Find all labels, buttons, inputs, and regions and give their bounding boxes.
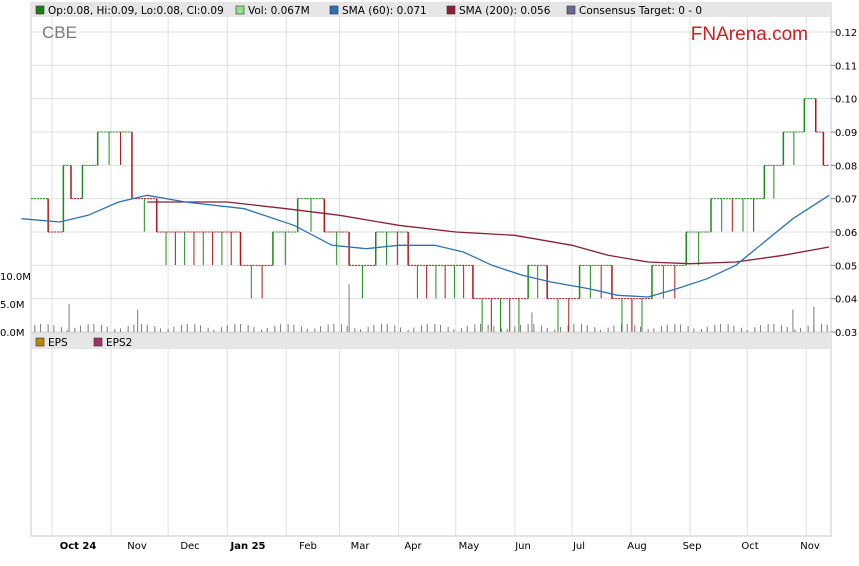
price-tick-label: 0.03 — [835, 328, 857, 339]
legend-bottom: EPS EPS2 — [35, 337, 132, 349]
price-layer — [31, 98, 830, 332]
x-tick-label: Mar — [351, 541, 371, 552]
volume-tick-label: 10.0M — [0, 272, 31, 283]
sma200-line — [147, 201, 830, 265]
x-tick-label: Sep — [683, 541, 702, 552]
legend-label: Vol: 0.067M — [248, 5, 310, 17]
x-tick-label: Feb — [299, 541, 317, 552]
price-axis: 0.03 0.04 0.05 0.06 0.07 0.08 0.09 0.10 0.11 0.12 — [831, 28, 857, 339]
x-tick-label: Oct 24 — [60, 541, 97, 552]
legend-label: SMA (60): 0.071 — [342, 5, 427, 17]
legend-label: EPS2 — [106, 337, 132, 349]
volume-axis: 0.0M 5.0M 10.0M — [0, 272, 31, 339]
x-tick-label: Oct — [741, 541, 758, 552]
legend-swatch — [93, 337, 103, 347]
price-tick-label: 0.10 — [835, 95, 857, 106]
ticker-label: CBE — [42, 23, 77, 42]
legend-label: SMA (200): 0.056 — [459, 5, 551, 17]
legend-swatch — [35, 337, 45, 347]
x-tick-label: Jan 25 — [230, 541, 266, 552]
x-axis: Oct 24 Nov Dec Jan 25 Feb Mar Apr May Jun Jul Aug S… — [60, 541, 820, 552]
x-tick-label: Nov — [127, 541, 147, 552]
price-tick-label: 0.05 — [835, 261, 857, 272]
legend-label: EPS — [48, 337, 68, 349]
legend-swatch — [446, 5, 456, 15]
x-tick-label: Aug — [627, 541, 647, 552]
legend-swatch — [235, 5, 245, 15]
legend-swatch — [566, 5, 576, 15]
legend-label: Consensus Target: 0 - 0 — [579, 5, 702, 17]
volume-tick-label: 0.0M — [0, 328, 25, 339]
price-tick-label: 0.12 — [835, 28, 857, 39]
eps-grid — [51, 349, 807, 536]
price-tick-label: 0.07 — [835, 195, 857, 206]
x-tick-label: Jun — [514, 541, 531, 552]
volume-tick-label: 5.0M — [0, 300, 25, 311]
legend-bar-bottom — [31, 335, 831, 349]
price-tick-label: 0.08 — [835, 161, 857, 172]
x-tick-label: Nov — [800, 541, 820, 552]
price-panel — [30, 2, 832, 334]
eps-panel — [30, 334, 832, 537]
legend-swatch — [329, 5, 339, 15]
x-tick-label: Apr — [404, 541, 422, 552]
volume-layer — [34, 284, 828, 332]
sma60-line — [21, 194, 830, 298]
price-tick-label: 0.11 — [835, 61, 857, 72]
price-tick-label: 0.09 — [835, 128, 857, 139]
x-tick-label: Jul — [572, 541, 585, 552]
x-tick-label: May — [459, 541, 480, 552]
price-tick-label: 0.06 — [835, 228, 857, 239]
sma-layer — [21, 194, 830, 298]
legend-label: Op:0.08, Hi:0.09, Lo:0.08, Cl:0.09 — [48, 5, 224, 17]
legend-bar-top — [31, 3, 831, 17]
x-tick-label: Dec — [180, 541, 199, 552]
brand-logo: FNArena.com — [691, 24, 808, 45]
legend-swatch — [35, 5, 45, 15]
price-tick-label: 0.04 — [835, 295, 857, 306]
legend-top: Op:0.08, Hi:0.09, Lo:0.08, Cl:0.09 Vol: 0… — [35, 5, 702, 17]
